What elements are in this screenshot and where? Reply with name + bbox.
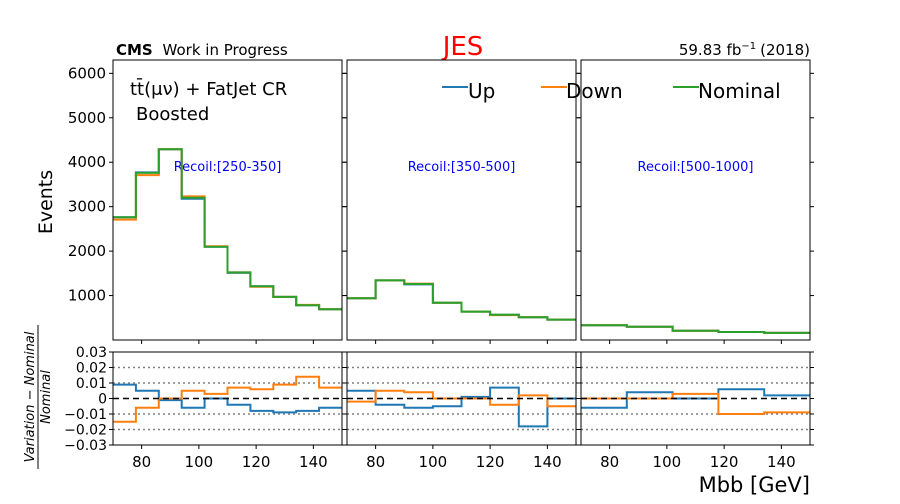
experiment-label: CMS Work in Progress	[116, 41, 288, 59]
legend-entry-up: Up	[442, 79, 495, 103]
ratio-xtick-label-100: 100	[419, 453, 448, 471]
legend-label-down: Down	[566, 79, 623, 103]
ratio-xtick-label-100: 100	[653, 453, 682, 471]
recoil-label-1: Recoil:[250-350]	[174, 160, 282, 175]
cms-label: CMS	[116, 41, 153, 59]
series-down-panel-2	[347, 279, 576, 321]
main-panel-3: Recoil:[500-1000]	[577, 59, 814, 344]
main-frame-3	[580, 59, 811, 341]
panel-3: Recoil:[500-1000] 80 100 120 140	[577, 59, 814, 471]
lumi-label: 59.83 fb−1 (2018)	[679, 41, 810, 59]
ratio-label-denominator: Nominal	[39, 370, 54, 424]
ratio-series-up-panel-1	[113, 383, 342, 414]
ratio-xtick-label-120: 120	[476, 453, 505, 471]
ratio-label-numerator: Variation − Nominal	[23, 331, 38, 462]
legend: Up Down Nominal	[442, 79, 781, 103]
legend-label-up: Up	[468, 79, 495, 103]
recoil-label-3: Recoil:[500-1000]	[638, 160, 754, 175]
ratio-xtick-label-120: 120	[710, 453, 739, 471]
panels: Recoil:[250-350]100020003000400050006000…	[64, 59, 814, 471]
experiment-suffix: Work in Progress	[163, 41, 288, 59]
ratio-xtick-label-120: 120	[242, 453, 271, 471]
ratio-xtick-label-80: 80	[132, 453, 151, 471]
ratio-ytick-label-6: 0.03	[76, 345, 107, 361]
region-label: tt̄(μν) + FatJet CR	[130, 78, 287, 100]
panel-2: Recoil:[350-500] 80 100 120 140	[343, 59, 580, 471]
lumi-year: (2018)	[760, 41, 810, 59]
y-axis-label-ratio: Variation − Nominal Nominal	[23, 325, 54, 469]
main-panel-1: Recoil:[250-350] 1000 2000 3000 4000 5000 6000	[68, 59, 346, 344]
ratio-ytick-label-5: 0.02	[76, 361, 107, 377]
main-frame-1	[112, 59, 343, 341]
ratio-xtick-label-140: 140	[767, 453, 796, 471]
ratio-panel-3: 80 100 120 140	[577, 351, 814, 471]
series-nominal-panel-2	[347, 279, 576, 321]
ratio-xtick-label-140: 140	[299, 453, 328, 471]
ratio-ytick-label-0: −0.03	[64, 438, 107, 454]
main-ytick-label-3000: 3000	[68, 198, 106, 216]
main-panel-2: Recoil:[350-500]	[343, 59, 580, 344]
ratio-xtick-label-140: 140	[533, 453, 562, 471]
main-frame-2	[346, 59, 577, 341]
series-down-panel-3	[581, 324, 810, 334]
recoil-label-2: Recoil:[350-500]	[408, 160, 516, 175]
ratio-series-up-panel-2	[347, 386, 576, 428]
ratio-panel-2: 80 100 120 140	[343, 351, 580, 471]
ratio-ytick-label-3: 0	[98, 392, 107, 408]
ratio-ytick-label-4: 0.01	[76, 376, 107, 392]
series-nominal-panel-3	[581, 324, 810, 334]
ratio-series-down-panel-3	[581, 392, 810, 415]
x-axis-label: Mbb [GeV]	[699, 473, 810, 497]
legend-entry-down: Down	[541, 79, 623, 103]
panel-1: Recoil:[250-350]100020003000400050006000…	[64, 59, 346, 471]
legend-label-nominal: Nominal	[698, 79, 781, 103]
y-axis-label-events: Events	[35, 170, 57, 234]
ratio-series-down-panel-1	[113, 375, 342, 423]
main-ytick-label-1000: 1000	[68, 287, 106, 305]
ratio-ytick-label-1: −0.02	[64, 423, 107, 439]
ratio-xtick-label-100: 100	[185, 453, 214, 471]
region-sublabel: Boosted	[136, 104, 209, 125]
series-up-panel-2	[347, 279, 576, 321]
ratio-xtick-label-80: 80	[600, 453, 619, 471]
lumi-value: 59.83 fb	[679, 41, 742, 59]
main-ytick-label-5000: 5000	[68, 109, 106, 127]
main-ytick-label-4000: 4000	[68, 153, 106, 171]
legend-entry-nominal: Nominal	[673, 79, 781, 103]
ratio-xtick-label-80: 80	[366, 453, 385, 471]
lumi-exponent: −1	[741, 41, 756, 52]
series-nominal-panel-1	[113, 148, 342, 311]
chart-title: JES	[441, 32, 484, 62]
main-ytick-label-2000: 2000	[68, 242, 106, 260]
series-up-panel-3	[581, 324, 810, 334]
ratio-ytick-label-2: −0.01	[64, 407, 107, 423]
main-ytick-label-6000: 6000	[68, 64, 106, 82]
